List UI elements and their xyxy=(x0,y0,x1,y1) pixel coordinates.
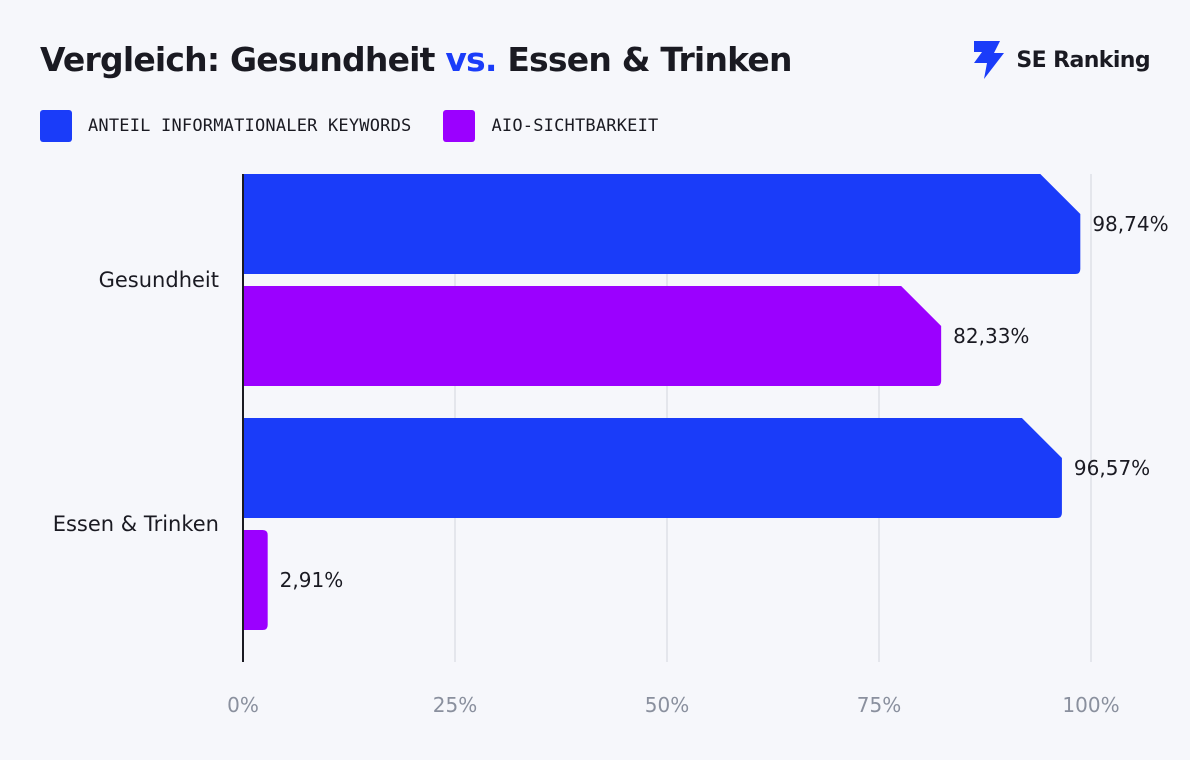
title-part-1: Vergleich: Gesundheit xyxy=(40,40,446,79)
category-label: Gesundheit xyxy=(99,268,219,292)
bar xyxy=(243,530,268,630)
legend-swatch xyxy=(443,110,476,142)
legend-label: AIO-SICHTBARKEIT xyxy=(491,116,659,136)
title-part-2: Essen & Trinken xyxy=(496,40,792,79)
brand-name: SE Ranking xyxy=(1016,47,1150,73)
x-tick-label: 75% xyxy=(857,693,901,717)
chart-legend: ANTEIL INFORMATIONALER KEYWORDS AIO-SICHT… xyxy=(40,110,690,142)
bar xyxy=(243,174,1081,274)
data-label: 82,33% xyxy=(953,324,1029,348)
bar xyxy=(243,286,942,386)
legend-swatch xyxy=(40,110,72,142)
chart-title: Vergleich: Gesundheit vs. Essen & Trinke… xyxy=(40,38,792,82)
category-label: Essen & Trinken xyxy=(53,512,219,536)
x-tick-label: 0% xyxy=(227,693,259,717)
x-tick-label: 50% xyxy=(645,693,689,717)
legend-item: ANTEIL INFORMATIONALER KEYWORDS xyxy=(40,110,411,142)
data-label: 98,74% xyxy=(1092,212,1168,236)
data-label: 2,91% xyxy=(280,568,344,592)
x-tick-label: 100% xyxy=(1062,693,1119,717)
title-vs: vs. xyxy=(445,40,497,79)
x-tick-label: 25% xyxy=(433,693,477,717)
legend-item: AIO-SICHTBARKEIT xyxy=(443,110,658,142)
se-ranking-bolt-icon xyxy=(974,41,1005,79)
bar xyxy=(243,418,1062,518)
legend-label: ANTEIL INFORMATIONALER KEYWORDS xyxy=(88,116,412,136)
brand-logo: SE Ranking xyxy=(970,38,1151,82)
data-label: 96,57% xyxy=(1074,456,1150,480)
